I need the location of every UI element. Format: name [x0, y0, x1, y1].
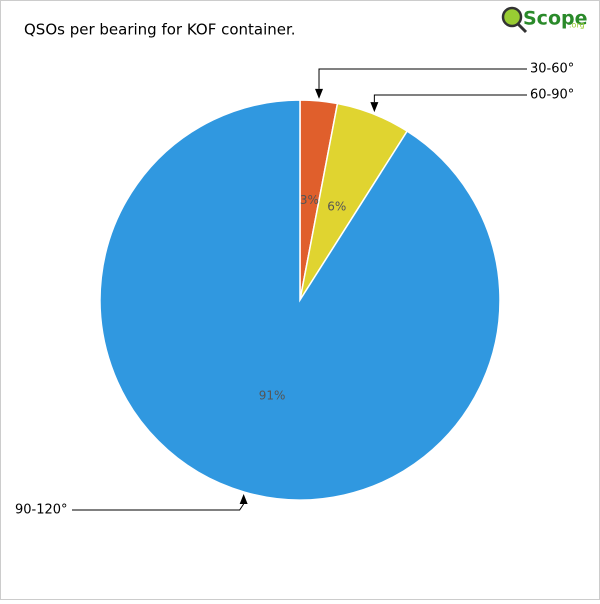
pie-slice — [99, 99, 501, 501]
callout-arrow — [239, 493, 248, 504]
callout-line — [373, 94, 527, 103]
callout-arrow — [315, 88, 324, 99]
callout-label: 60-90° — [530, 88, 574, 103]
callout-label: 30-60° — [530, 62, 574, 77]
chart-title: QSOs per bearing for KOF container. — [24, 21, 296, 39]
callout-line — [318, 68, 527, 89]
logo-suffix: .org — [569, 21, 585, 30]
callout-arrow — [370, 102, 379, 113]
logo-text: Scope — [523, 8, 588, 30]
logo-icon — [501, 6, 523, 28]
data-label: 3% — [300, 193, 319, 207]
logo-icon-handle — [516, 22, 528, 34]
data-label: 91% — [259, 389, 286, 403]
callout-label: 90-120° — [15, 503, 68, 518]
data-label: 6% — [327, 200, 346, 214]
callout-line — [72, 503, 245, 511]
logo: Scope .org — [501, 6, 588, 34]
